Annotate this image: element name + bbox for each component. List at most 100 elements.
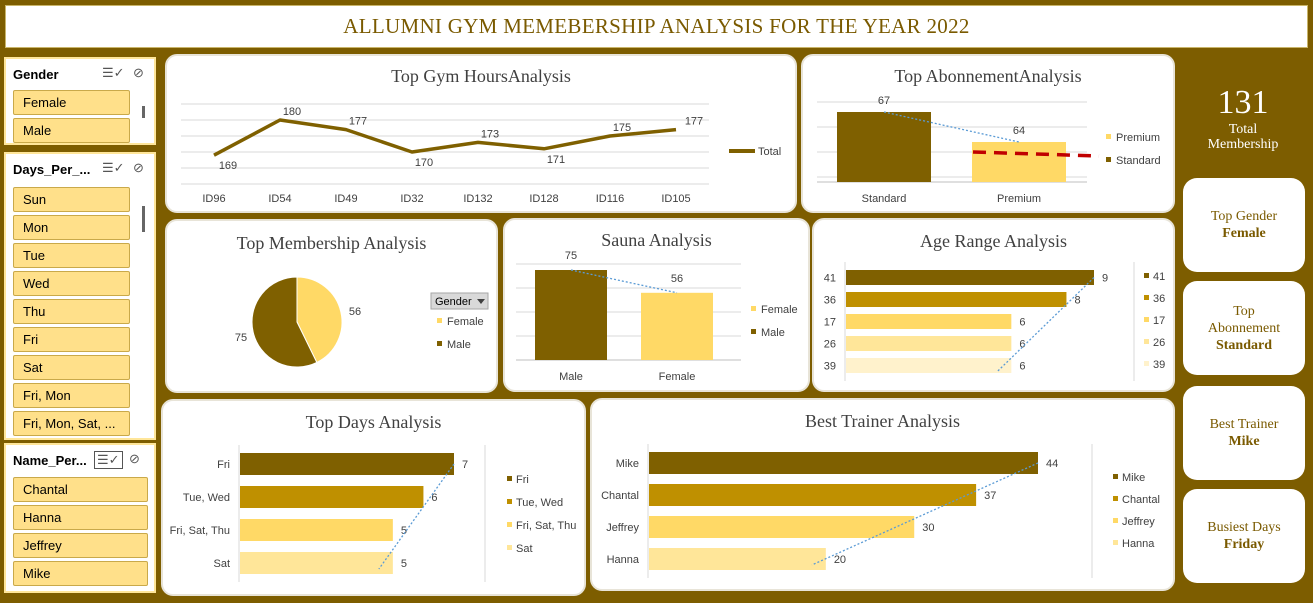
- bar-fri-sat-thu: [240, 519, 393, 541]
- top-abonnement-value: Standard: [1215, 337, 1273, 353]
- gender-slicer[interactable]: Gender ☰✓ ⊘ Female Male: [4, 57, 156, 145]
- gender-scrollbar[interactable]: [142, 106, 145, 118]
- dashboard-title-bar: ALLUMNI GYM MEMEBERSHIP ANALYSIS FOR THE…: [5, 5, 1308, 48]
- slicer-item-sun[interactable]: Sun: [13, 187, 130, 212]
- gym-hours-chart: 169 ID96 180 ID54 177 ID49 170 ID32 173 ID132 171 I…: [181, 103, 781, 205]
- legend-swatch: [1144, 339, 1149, 344]
- data-label: 44: [1046, 458, 1058, 470]
- top-days-chart-card: Top Days Analysis Fri 7 Fri Tue, Wed 6 Tue, W…: [161, 399, 586, 596]
- slicer-item-tue[interactable]: Tue: [13, 243, 130, 268]
- x-tick-label: ID54: [268, 193, 291, 205]
- legend-swatch: [507, 522, 512, 527]
- x-tick-label: Standard: [862, 193, 907, 205]
- bar-hanna: [649, 548, 826, 570]
- clear-filter-icon[interactable]: ⊘: [133, 65, 144, 80]
- legend-swatch: [1113, 540, 1118, 545]
- data-label: 7: [462, 459, 468, 471]
- trendline: [996, 277, 1095, 372]
- y-tick-label: Hanna: [607, 554, 640, 566]
- legend-swatch: [1144, 295, 1149, 300]
- trendline: [811, 462, 1039, 566]
- data-label: 64: [1013, 125, 1025, 137]
- abonnement-chart-title: Top AbonnementAnalysis: [894, 66, 1082, 86]
- top-gender-kpi: Top Gender Female: [1183, 178, 1305, 272]
- legend-label: Premium: [1116, 132, 1160, 144]
- slicer-item-fri-mon-sat[interactable]: Fri, Mon, Sat, ...: [13, 411, 130, 436]
- slicer-item-wed[interactable]: Wed: [13, 271, 130, 296]
- legend-swatch: [751, 306, 756, 311]
- days-scrollbar[interactable]: [142, 206, 145, 232]
- gym-hours-chart-card: Top Gym HoursAnalysis 169 ID96 180 ID54 177 I…: [165, 54, 797, 213]
- x-tick-label: ID116: [596, 193, 625, 205]
- y-tick-label: Mike: [616, 458, 639, 470]
- top-days-chart: Fri 7 Fri Tue, Wed 6 Tue, Wed Fri, Sat, Thu 5 Fr…: [170, 445, 576, 582]
- slicer-item-jeffrey[interactable]: Jeffrey: [13, 533, 148, 558]
- x-tick-label: Male: [559, 371, 583, 383]
- legend-label: Standard: [1116, 155, 1161, 167]
- legend-swatch: [1144, 317, 1149, 322]
- multi-select-icon[interactable]: ☰✓: [94, 451, 123, 469]
- membership-chart-title: Top Membership Analysis: [236, 233, 427, 253]
- bar-mike: [649, 452, 1038, 474]
- best-trainer-value: Mike: [1228, 434, 1260, 449]
- gender-filter-button: [430, 292, 489, 310]
- legend-label: Hanna: [1122, 538, 1155, 550]
- multi-select-icon[interactable]: ☰✓: [102, 160, 125, 175]
- data-label: 171: [547, 154, 565, 166]
- bar-female: [641, 292, 713, 360]
- bar-premium: [972, 142, 1066, 182]
- legend-swatch: [751, 329, 756, 334]
- data-label: 56: [671, 273, 683, 285]
- y-tick-label: Jeffrey: [606, 522, 639, 534]
- legend-swatch: [1106, 157, 1111, 162]
- y-tick-label: Chantal: [601, 490, 639, 502]
- data-label: 5: [401, 558, 407, 570]
- bar-36: [846, 292, 1067, 307]
- bar-41: [846, 270, 1094, 285]
- multi-select-icon[interactable]: ☰✓: [102, 65, 125, 80]
- name-slicer[interactable]: Name_Per... ☰✓ ⊘ Chantal Hanna Jeffrey M…: [4, 443, 156, 593]
- age-range-chart-card: Age Range Analysis 41 9 41 36 8 36 17 6 17 26 6 26 3…: [812, 218, 1175, 392]
- y-tick-label: Tue, Wed: [183, 492, 230, 504]
- data-label: 56: [349, 306, 361, 318]
- legend-label: Male: [761, 327, 785, 339]
- x-tick-label: ID105: [661, 193, 690, 205]
- slicer-item-sat[interactable]: Sat: [13, 355, 130, 380]
- x-tick-label: ID49: [334, 193, 357, 205]
- days-slicer[interactable]: Days_Per_... ☰✓ ⊘ Sun Mon Tue Wed Thu Fr…: [4, 152, 156, 440]
- legend-label: Chantal: [1122, 494, 1160, 506]
- line-series-total: [213, 118, 677, 157]
- x-tick-label: ID32: [400, 193, 423, 205]
- data-label: 75: [565, 250, 577, 262]
- top-gender-label: Top Gender: [1210, 209, 1278, 224]
- slicer-item-mike[interactable]: Mike: [13, 561, 148, 586]
- data-label: 37: [984, 490, 996, 502]
- legend-swatch: [507, 545, 512, 550]
- membership-chart-card: Top Membership Analysis 56 75 Gender Female…: [165, 219, 498, 393]
- slicer-item-chantal[interactable]: Chantal: [13, 477, 148, 502]
- slicer-item-fri[interactable]: Fri: [13, 327, 130, 352]
- abonnement-chart-card: Top AbonnementAnalysis 67 Standard 64 Premi…: [801, 54, 1175, 213]
- slicer-item-male[interactable]: Male: [13, 118, 130, 143]
- slicer-item-fri-mon[interactable]: Fri, Mon: [13, 383, 130, 408]
- y-tick-label: 36: [824, 295, 836, 307]
- data-label: 30: [922, 522, 934, 534]
- slicer-item-female[interactable]: Female: [13, 90, 130, 115]
- clear-filter-icon[interactable]: ⊘: [133, 160, 144, 175]
- slicer-item-thu[interactable]: Thu: [13, 299, 130, 324]
- slicer-item-mon[interactable]: Mon: [13, 215, 130, 240]
- data-label: 6: [1019, 361, 1025, 373]
- trainer-chart-card: Best Trainer Analysis Mike 44 Mike Chantal 3…: [590, 398, 1175, 591]
- bar-sat: [240, 552, 393, 574]
- bar-standard: [837, 112, 931, 182]
- y-tick-label: 17: [824, 317, 836, 329]
- trainer-chart-title: Best Trainer Analysis: [804, 411, 960, 431]
- membership-pie-chart: 56 75 Gender Female Male: [235, 276, 489, 368]
- legend-label: Mike: [1122, 472, 1145, 484]
- data-label: 170: [415, 157, 433, 169]
- legend-label: Sat: [516, 543, 533, 555]
- clear-filter-icon[interactable]: ⊘: [129, 451, 140, 466]
- total-membership-kpi: 131 Total Membership: [1183, 84, 1303, 164]
- y-tick-label: Fri, Sat, Thu: [170, 525, 230, 537]
- slicer-item-hanna[interactable]: Hanna: [13, 505, 148, 530]
